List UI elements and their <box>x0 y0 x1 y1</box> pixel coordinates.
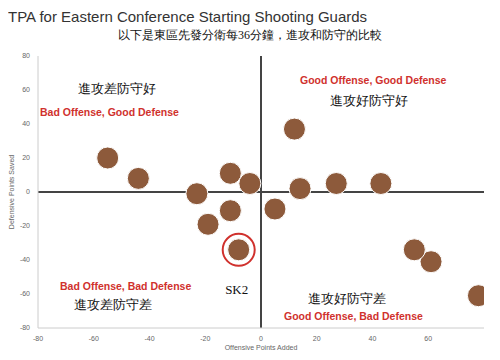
svg-text:Defensive Points Saved: Defensive Points Saved <box>8 155 15 229</box>
svg-text:-40: -40 <box>20 256 30 263</box>
svg-text:-80: -80 <box>33 335 43 342</box>
svg-text:-80: -80 <box>20 324 30 331</box>
html-text:進攻好防守差: 進攻好防守差 <box>308 291 386 306</box>
html-text:Good Offense, Good Defense: Good Offense, Good Defense <box>300 74 447 86</box>
svg-text:80: 80 <box>22 52 30 59</box>
svg-text:SK2: SK2 <box>225 282 248 297</box>
svg-text:60: 60 <box>22 86 30 93</box>
svg-text:20: 20 <box>313 335 321 342</box>
html-text:Bad Offense, Bad Defense: Bad Offense, Bad Defense <box>60 280 192 292</box>
svg-text:40: 40 <box>22 120 30 127</box>
svg-text:-60: -60 <box>89 335 99 342</box>
svg-text:40: 40 <box>369 335 377 342</box>
html-text:進攻好防守好: 進攻好防守好 <box>330 93 408 108</box>
html-text:TPA for Eastern Conference Sta: TPA for Eastern Conference Starting Shoo… <box>8 8 368 25</box>
svg-text:20: 20 <box>22 154 30 161</box>
svg-text:0: 0 <box>259 335 263 342</box>
svg-text:-20: -20 <box>20 222 30 229</box>
html-text:Bad Offense, Good Defense: Bad Offense, Good Defense <box>40 106 179 118</box>
html-text:進攻差防守好: 進攻差防守好 <box>78 81 156 96</box>
svg-text:-20: -20 <box>200 335 210 342</box>
html-text:Good Offense, Bad Defense: Good Offense, Bad Defense <box>284 310 423 322</box>
svg-text:0: 0 <box>26 188 30 195</box>
svg-text:Offensive Points Added: Offensive Points Added <box>225 344 298 351</box>
html-text:進攻差防守差: 進攻差防守差 <box>74 297 152 312</box>
svg-text:60: 60 <box>424 335 432 342</box>
svg-text:-60: -60 <box>20 290 30 297</box>
html-text:以下是東區先發分衛每36分鐘，進攻和防守的比較: 以下是東區先發分衛每36分鐘，進攻和防守的比較 <box>118 28 382 42</box>
svg-text:-40: -40 <box>144 335 154 342</box>
